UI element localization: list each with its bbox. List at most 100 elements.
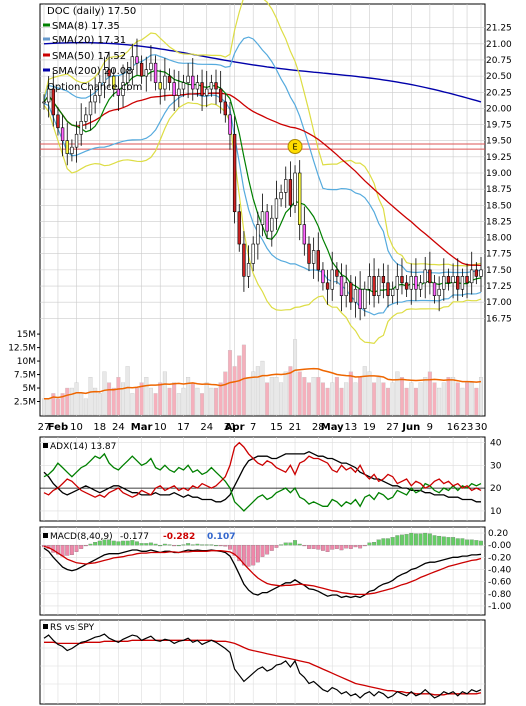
candle-body <box>460 276 465 290</box>
volume-bar <box>116 377 121 416</box>
macd-histogram-bar <box>79 545 84 549</box>
candle-body <box>139 62 144 77</box>
volume-bar <box>181 387 186 416</box>
candle-body <box>423 269 427 284</box>
volume-bar <box>74 382 79 416</box>
volume-bar <box>162 371 167 416</box>
macd-histogram-bar <box>465 539 469 546</box>
macd-histogram-bar <box>200 544 205 546</box>
macd-tick-label: -0.60 <box>488 578 512 588</box>
volume-bar <box>432 382 437 416</box>
candle-body <box>246 263 251 277</box>
rs-label: RS vs SPY <box>50 623 95 633</box>
earnings-marker: E <box>287 139 303 155</box>
macd-histogram-bar <box>255 545 260 563</box>
candle-body <box>437 288 441 297</box>
candle-body <box>349 282 353 303</box>
x-tick-label: 19 <box>363 422 376 433</box>
macd-tick-label: -0.80 <box>488 590 512 600</box>
macd-histogram-bar <box>139 543 144 546</box>
candle-body <box>191 75 195 90</box>
volume-bar <box>130 393 135 416</box>
macd-tick-label: -1.00 <box>488 602 512 612</box>
macd-histogram-bar <box>60 545 65 557</box>
volume-bar <box>302 377 307 416</box>
price-tick-label: 20.00 <box>486 104 512 114</box>
volume-bar <box>320 382 325 416</box>
volume-bar <box>260 360 265 416</box>
macd-histogram-bar <box>65 545 70 556</box>
macd-histogram-bar <box>479 540 483 546</box>
volume-bar <box>111 387 116 416</box>
x-tick-label: 16 <box>447 422 460 433</box>
price-tick-label: 19.00 <box>486 169 512 179</box>
macd-histogram-bar <box>111 540 116 546</box>
candle-body <box>456 276 460 290</box>
x-tick-label: Mar <box>131 422 153 433</box>
volume-bar <box>358 377 363 416</box>
volume-bar <box>246 377 251 416</box>
macd-histogram-bar <box>432 535 437 546</box>
volume-bar <box>469 382 474 416</box>
x-tick-label: 18 <box>93 422 106 433</box>
volume-bar <box>474 387 479 416</box>
sma20-envelope-lower <box>43 92 482 316</box>
macd-tick-label: 0.20 <box>488 529 508 539</box>
volume-bar <box>237 355 242 416</box>
volume-y-ticks: 15M 12.5M 10M 7.5M 5M 2.5M <box>8 330 40 408</box>
macd-histogram-bar <box>116 541 121 546</box>
volume-bar <box>42 398 46 416</box>
volume-bar <box>51 393 56 416</box>
candle-body <box>98 82 102 96</box>
candle-body <box>149 62 153 70</box>
candle-body <box>209 82 214 90</box>
volume-bar <box>125 366 130 416</box>
volume-bar <box>413 387 418 416</box>
x-tick-label: 21 <box>289 422 302 433</box>
candle-body <box>228 114 232 135</box>
macd-histogram-bar <box>316 545 321 550</box>
macd-histogram-bar <box>283 542 288 546</box>
candle-body <box>65 140 69 154</box>
candle-body <box>377 276 381 297</box>
volume-bar <box>339 387 344 416</box>
macd-histogram-bar <box>302 545 307 547</box>
macd-histogram-bar <box>297 543 302 546</box>
sma50-line <box>43 92 482 267</box>
candle-body <box>70 146 74 154</box>
macd-histogram-bar <box>246 545 251 567</box>
upper-band-line <box>43 0 482 267</box>
candle-body <box>172 82 176 96</box>
x-tick-label: 9 <box>427 422 433 433</box>
macd-histogram-bar <box>353 545 358 548</box>
volume-bar <box>348 371 353 416</box>
volume-bar <box>409 382 414 416</box>
volume-bar <box>437 387 442 416</box>
macd-histogram-bar <box>348 545 353 549</box>
candle-body <box>153 62 158 83</box>
volume-bar <box>441 382 446 416</box>
volume-bar <box>399 377 404 416</box>
price-tick-label: 20.25 <box>486 88 512 98</box>
candle-body <box>288 179 293 206</box>
candle-body <box>88 101 93 116</box>
macd-histogram-bar <box>386 538 390 546</box>
volume-ma-line <box>44 367 482 400</box>
macd-histogram-bar <box>362 545 367 547</box>
macd-histogram-bar <box>404 534 409 546</box>
rs-line <box>43 633 482 699</box>
x-tick-label: 31 <box>224 422 237 433</box>
macd-histogram-bar <box>237 545 242 562</box>
volume-bar <box>288 366 293 416</box>
macd-histogram-bar <box>153 543 158 546</box>
macd-histogram-bar <box>228 545 232 550</box>
volume-bar <box>274 377 279 416</box>
price-grid <box>40 4 485 416</box>
volume-bar <box>390 382 395 416</box>
macd-signal-line <box>43 545 482 596</box>
macd-histogram-bar <box>409 532 414 546</box>
candle-body <box>274 198 279 219</box>
macd-histogram-bar <box>97 540 102 546</box>
x-tick-label: 10 <box>154 422 167 433</box>
volume-bar <box>418 382 423 416</box>
